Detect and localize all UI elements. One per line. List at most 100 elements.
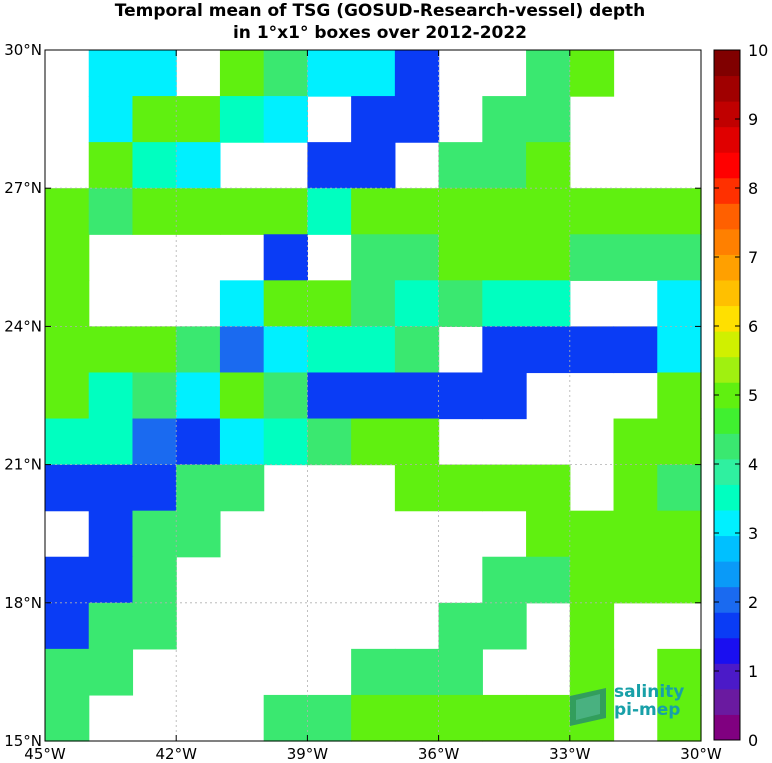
salinity-pi-mep-logo: salinity pi-mep	[566, 682, 696, 728]
map-cell	[219, 96, 265, 143]
map-cell	[482, 96, 527, 143]
map-cell	[657, 280, 702, 327]
map-cell	[351, 234, 396, 281]
map-cell	[394, 372, 440, 420]
map-cell	[219, 372, 265, 420]
map-cell	[176, 510, 221, 558]
map-cell	[657, 648, 702, 696]
map-frame	[44, 49, 702, 742]
map-cell	[88, 602, 134, 650]
colorbar-segment	[714, 177, 740, 204]
map-cell	[394, 464, 440, 512]
map-cell	[482, 234, 527, 281]
map-cell	[351, 50, 396, 97]
map-cell	[657, 188, 702, 235]
map-cell	[45, 464, 90, 512]
map-cell	[307, 142, 352, 189]
colorbar-segment	[714, 458, 740, 485]
colorbar-tick-label: 5	[748, 386, 758, 405]
map-cell	[132, 142, 177, 189]
colorbar-segment	[714, 254, 740, 281]
colorbar-segment	[714, 280, 740, 307]
colorbar-segment	[714, 714, 740, 741]
map-cell	[526, 556, 571, 604]
map-cell	[351, 96, 396, 143]
map-cell	[351, 694, 396, 742]
x-tick-label: 39°W	[287, 745, 329, 763]
map-cell	[88, 142, 134, 189]
map-cell	[482, 556, 527, 604]
map-cell	[132, 510, 177, 558]
colorbar-tick-label: 6	[748, 317, 758, 336]
map-cell	[88, 50, 134, 97]
map-cell	[176, 326, 221, 374]
map-cell	[569, 510, 615, 558]
map-cell	[219, 418, 265, 466]
map-cell	[482, 280, 527, 327]
y-tick-label: 30°N	[4, 41, 42, 59]
map-cell	[526, 464, 571, 512]
map-cell	[132, 50, 177, 97]
map-cell	[394, 50, 440, 97]
map-cell	[526, 510, 571, 558]
map-cell	[132, 372, 177, 420]
colorbar-segment	[714, 535, 740, 562]
map-cell	[482, 372, 527, 420]
map-cell	[45, 188, 90, 235]
map-cell	[613, 464, 658, 512]
x-tick-label: 33°W	[549, 745, 591, 763]
map-cell	[263, 96, 308, 143]
map-cell	[132, 556, 177, 604]
map-cell	[88, 510, 134, 558]
map-cell	[613, 510, 658, 558]
map-cell	[307, 326, 352, 374]
y-tick-label: 27°N	[4, 179, 42, 197]
colorbar-segment	[714, 637, 740, 664]
colorbar-tick-label: 10	[748, 41, 768, 60]
map-cell	[351, 418, 396, 466]
map-cell	[569, 326, 615, 374]
colorbar-tick-label: 1	[748, 662, 758, 681]
map-cell	[657, 464, 702, 512]
map-cell	[394, 418, 440, 466]
map-cell	[526, 694, 571, 742]
map-cell	[351, 372, 396, 420]
map-cell	[45, 694, 90, 742]
map-cell	[657, 372, 702, 420]
colorbar-segment	[714, 407, 740, 434]
map-cell	[613, 326, 658, 374]
map-cell	[45, 326, 90, 374]
map-grid	[45, 50, 701, 741]
map-cell	[482, 326, 527, 374]
map-cell	[263, 280, 308, 327]
map-cell	[45, 234, 90, 281]
colorbar-tick-label: 8	[748, 179, 758, 198]
map-cell	[88, 648, 134, 696]
map-cell	[438, 648, 483, 696]
colorbar-segment	[714, 612, 740, 639]
map-cell	[88, 418, 134, 466]
logo-text-line2: pi-mep	[614, 700, 681, 720]
map-cell	[526, 234, 571, 281]
colorbar-segment	[714, 50, 740, 77]
map-cell	[657, 326, 702, 374]
map-cell	[176, 372, 221, 420]
colorbar: 0 1 2 3 4 5 6 7 8 9 10	[713, 41, 768, 750]
y-tick-label: 24°N	[4, 317, 42, 335]
colorbar-segment	[714, 203, 740, 230]
map-cell	[45, 372, 90, 420]
x-tick-label: 45°W	[24, 745, 66, 763]
map-cell	[526, 96, 571, 143]
map-cell	[219, 50, 265, 97]
map-cell	[45, 556, 90, 604]
colorbar-segment	[714, 126, 740, 153]
map-cell	[657, 418, 702, 466]
map-cell	[613, 188, 658, 235]
map-cell	[569, 50, 615, 97]
map-cell	[351, 188, 396, 235]
map-cell	[569, 648, 615, 696]
map-cell	[88, 326, 134, 374]
colorbar-segment	[714, 75, 740, 102]
map-cell	[45, 648, 90, 696]
